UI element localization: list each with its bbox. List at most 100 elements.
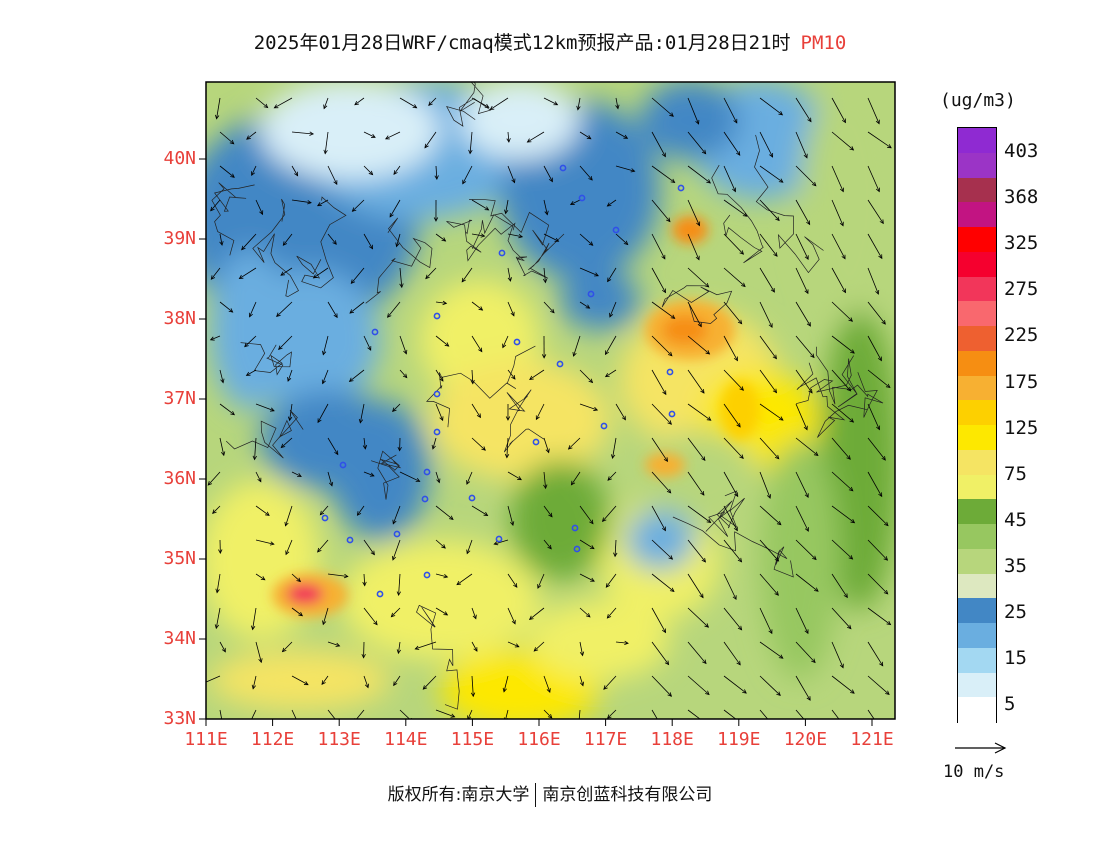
city-marker <box>468 494 476 502</box>
wind-arrow <box>723 539 743 563</box>
wind-arrow <box>414 641 437 650</box>
wind-arrow <box>543 675 551 693</box>
wind-arrow <box>615 233 629 246</box>
wind-arrow <box>605 573 617 588</box>
city-marker <box>346 536 354 544</box>
wind-arrow <box>759 641 784 659</box>
wind-arrow <box>687 641 707 665</box>
pollution-hotspot <box>287 584 323 604</box>
wind-arrow <box>687 437 706 462</box>
wind-arrow <box>462 165 473 185</box>
legend-label: 75 <box>1004 462 1027 485</box>
wind-arrow <box>579 539 595 550</box>
wind-arrow <box>397 437 402 452</box>
wind-arrow <box>651 199 671 223</box>
wind-arrow <box>831 675 855 694</box>
wind-arrow <box>219 403 236 416</box>
wind-arrow <box>795 165 817 187</box>
wind-arrow <box>507 471 522 481</box>
legend-label: 5 <box>1004 693 1016 716</box>
legend-color-box <box>958 623 996 649</box>
wind-arrow <box>390 607 401 618</box>
city-marker <box>371 328 379 336</box>
border-line <box>225 409 304 459</box>
legend-label: 175 <box>1004 370 1039 393</box>
wind-arrow <box>759 233 778 257</box>
lon-label: 115E <box>450 729 495 750</box>
wind-arrow <box>312 267 329 279</box>
pollution-hotspot <box>720 380 760 440</box>
wind-arrow <box>651 267 666 294</box>
city-marker <box>668 410 676 418</box>
wind-arrow <box>424 131 437 149</box>
wind-arrow <box>579 233 594 246</box>
wind-arrow <box>723 675 747 694</box>
wind-arrow <box>687 233 700 261</box>
title-main: 2025年01月28日WRF/cmaq模式12km预报产品:01月28日21时 <box>253 32 791 54</box>
wind-arrow <box>831 539 854 560</box>
wind-arrow <box>276 301 293 318</box>
wind-arrow <box>723 233 745 255</box>
wind-arrow <box>687 199 701 227</box>
wind-arrow <box>687 165 711 184</box>
wind-arrow <box>507 369 516 380</box>
wind-arrow <box>363 335 372 351</box>
wind-arrow <box>507 301 515 317</box>
wind-arrow <box>399 335 408 355</box>
wind-arrow <box>210 267 221 280</box>
wind-arrow <box>435 539 446 549</box>
wind-arrow <box>280 437 293 449</box>
wind-arrow <box>651 165 676 183</box>
wind-arrow <box>607 471 617 481</box>
wind-arrow <box>363 675 370 689</box>
wind-arrow <box>579 131 592 140</box>
wind-arrow <box>287 403 293 422</box>
wind-arrow <box>759 471 771 499</box>
wind-arrow <box>212 505 221 514</box>
lat-label: 37N <box>163 388 196 409</box>
wind-arrow <box>245 369 257 376</box>
wind-arrow <box>687 675 710 696</box>
border-line <box>416 604 460 710</box>
wind-arrow <box>425 267 437 280</box>
legend-unit: (ug/m3) <box>940 90 1016 111</box>
wind-arrow <box>327 165 338 186</box>
wind-arrow <box>795 471 809 499</box>
wind-arrow <box>395 233 401 248</box>
wind-arrow <box>615 131 629 139</box>
legend-color-box <box>958 128 996 154</box>
wind-arrow <box>723 403 741 428</box>
wind-vectors <box>206 97 892 719</box>
wind-arrow <box>471 199 490 211</box>
legend-label: 368 <box>1004 186 1039 209</box>
wind-arrow <box>867 97 880 125</box>
city-marker <box>578 194 586 202</box>
city-marker <box>559 164 567 172</box>
wind-arrow <box>435 505 454 520</box>
wind-arrow <box>579 267 599 277</box>
wind-arrow <box>435 709 456 718</box>
wind-arrow <box>579 573 595 582</box>
wind-arrow <box>541 335 547 359</box>
wind-arrow <box>579 301 591 309</box>
copyright-footer: 版权所有:南京大学 南京创蓝科技有限公司 <box>0 780 1100 807</box>
wind-arrow <box>219 301 234 313</box>
city-marker <box>571 524 579 532</box>
wind-arrow <box>651 301 676 319</box>
wind-arrow <box>354 709 365 719</box>
concentration-patch <box>800 82 895 320</box>
wind-arrow <box>543 471 548 490</box>
wind-arrow <box>543 505 553 518</box>
legend-color-box <box>958 499 996 525</box>
legend-label: 125 <box>1004 416 1039 439</box>
wind-arrow <box>507 641 520 648</box>
wind-arrow <box>687 131 707 155</box>
wind-arrow <box>493 539 509 546</box>
wind-arrow <box>250 607 257 631</box>
city-marker <box>433 312 441 320</box>
wind-arrow <box>759 709 769 719</box>
wind-arrow <box>867 301 886 325</box>
wind-arrow <box>435 471 441 484</box>
wind-arrow <box>723 437 744 460</box>
legend-label: 15 <box>1004 647 1027 670</box>
